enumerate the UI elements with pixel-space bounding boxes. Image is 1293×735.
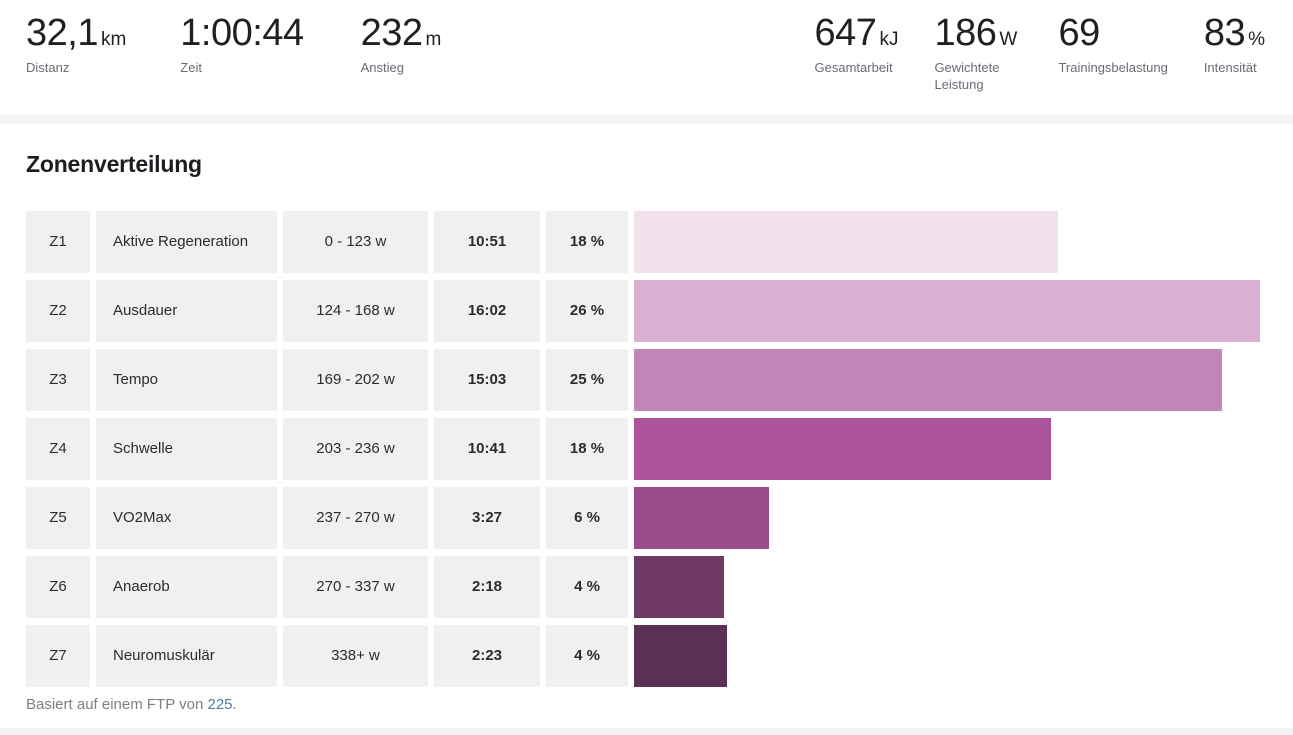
zone-bar — [634, 625, 728, 687]
zone-percent: 4 % — [546, 556, 628, 618]
stat-time-label: Zeit — [180, 59, 202, 75]
zone-bar — [634, 418, 1052, 480]
zone-range: 203 - 236 w — [283, 418, 428, 480]
zone-percent: 26 % — [546, 280, 628, 342]
stat-distance: 32,1 km Distanz — [26, 12, 127, 115]
zone-row-z4: Z4 Schwelle 203 - 236 w 10:41 18 % — [26, 418, 1260, 480]
zone-bar — [634, 349, 1222, 411]
zone-label: Z7 — [26, 625, 90, 687]
zone-name: Ausdauer — [96, 280, 277, 342]
zone-range: 338+ w — [283, 625, 428, 687]
zone-name: Aktive Regeneration — [96, 211, 277, 273]
zone-name: VO2Max — [96, 487, 277, 549]
zone-bar-cell — [634, 556, 1260, 618]
zone-label: Z3 — [26, 349, 90, 411]
zone-bar — [634, 487, 769, 549]
zone-row-z7: Z7 Neuromuskulär 338+ w 2:23 4 % — [26, 625, 1260, 687]
zone-label: Z1 — [26, 211, 90, 273]
zone-bar — [634, 556, 724, 618]
zone-label: Z5 — [26, 487, 90, 549]
ftp-note: Basiert auf einem FTP von 225. — [26, 696, 237, 713]
zone-bar-cell — [634, 625, 1260, 687]
stat-weighted-power-label: Gewichtete Leistung — [934, 59, 1000, 92]
zone-range: 270 - 337 w — [283, 556, 428, 618]
zone-time: 2:23 — [434, 625, 540, 687]
zone-label: Z4 — [26, 418, 90, 480]
zone-percent: 4 % — [546, 625, 628, 687]
zone-time: 10:51 — [434, 211, 540, 273]
zone-distribution-section: Zonenverteilung Z1 Aktive Regeneration 0… — [0, 124, 1293, 728]
zone-name: Anaerob — [96, 556, 277, 618]
stat-intensity: 83% Intensität — [1203, 12, 1265, 115]
zone-time: 3:27 — [434, 487, 540, 549]
stat-total-work: 647 kJ Gesamtarbeit — [814, 12, 899, 115]
zone-name: Neuromuskulär — [96, 625, 277, 687]
zone-row-z2: Z2 Ausdauer 124 - 168 w 16:02 26 % — [26, 280, 1260, 342]
stat-intensity-value: 83% — [1203, 12, 1265, 54]
zone-bar-cell — [634, 418, 1260, 480]
stat-weighted-power: 186 W Gewichtete Leistung — [934, 12, 1022, 115]
stat-elevation-label: Anstieg — [360, 59, 404, 75]
zone-row-z5: Z5 VO2Max 237 - 270 w 3:27 6 % — [26, 487, 1260, 549]
zone-bar — [634, 211, 1058, 273]
zone-time: 15:03 — [434, 349, 540, 411]
stat-distance-unit: km — [100, 29, 127, 50]
stat-elevation: 232 m Anstieg — [360, 12, 442, 115]
zone-range: 237 - 270 w — [283, 487, 428, 549]
zone-percent: 18 % — [546, 418, 628, 480]
zone-time: 10:41 — [434, 418, 540, 480]
stat-training-load-label: Trainingsbelastung — [1058, 59, 1168, 75]
zone-bar — [634, 280, 1260, 342]
summary-stats-bar: 32,1 km Distanz 1:00:44 Zeit 232 m Anstieg… — [0, 0, 1293, 115]
zone-bar-cell — [634, 280, 1260, 342]
stats-group-left: 32,1 km Distanz 1:00:44 Zeit 232 m Anstieg — [26, 0, 441, 115]
zone-row-z3: Z3 Tempo 169 - 202 w 15:03 25 % — [26, 349, 1260, 411]
stat-elevation-value: 232 m — [360, 12, 442, 54]
zone-percent: 6 % — [546, 487, 628, 549]
zone-range: 124 - 168 w — [283, 280, 428, 342]
ftp-value-link[interactable]: 225 — [207, 696, 233, 713]
stat-training-load: 69 Trainingsbelastung — [1058, 12, 1168, 115]
zone-table: Z1 Aktive Regeneration 0 - 123 w 10:51 1… — [26, 211, 1260, 687]
stat-training-load-value: 69 — [1058, 12, 1100, 54]
section-title: Zonenverteilung — [26, 151, 202, 177]
stat-weighted-power-value: 186 W — [934, 12, 1018, 54]
stat-time-value: 1:00:44 — [180, 12, 304, 54]
zone-row-z1: Z1 Aktive Regeneration 0 - 123 w 10:51 1… — [26, 211, 1260, 273]
stat-elevation-unit: m — [425, 29, 442, 50]
zone-time: 2:18 — [434, 556, 540, 618]
zone-range: 169 - 202 w — [283, 349, 428, 411]
stats-group-right: 647 kJ Gesamtarbeit 186 W Gewichtete Leist… — [815, 0, 1265, 115]
stat-time: 1:00:44 Zeit — [180, 12, 306, 115]
stat-total-work-value: 647 kJ — [814, 12, 899, 54]
zone-row-z6: Z6 Anaerob 270 - 337 w 2:18 4 % — [26, 556, 1260, 618]
stat-intensity-unit: % — [1248, 29, 1265, 50]
zone-bar-cell — [634, 487, 1260, 549]
stat-total-work-label: Gesamtarbeit — [814, 59, 893, 75]
stat-distance-label: Distanz — [26, 59, 70, 75]
stat-total-work-unit: kJ — [879, 29, 899, 50]
zone-bar-cell — [634, 349, 1260, 411]
zone-percent: 25 % — [546, 349, 628, 411]
zone-name: Tempo — [96, 349, 277, 411]
zone-percent: 18 % — [546, 211, 628, 273]
stat-distance-value: 32,1 km — [26, 12, 127, 54]
stat-intensity-label: Intensität — [1203, 59, 1257, 75]
zone-time: 16:02 — [434, 280, 540, 342]
zone-bar-cell — [634, 211, 1260, 273]
stat-weighted-power-unit: W — [999, 29, 1018, 50]
zone-name: Schwelle — [96, 418, 277, 480]
zone-range: 0 - 123 w — [283, 211, 428, 273]
zone-label: Z2 — [26, 280, 90, 342]
zone-label: Z6 — [26, 556, 90, 618]
